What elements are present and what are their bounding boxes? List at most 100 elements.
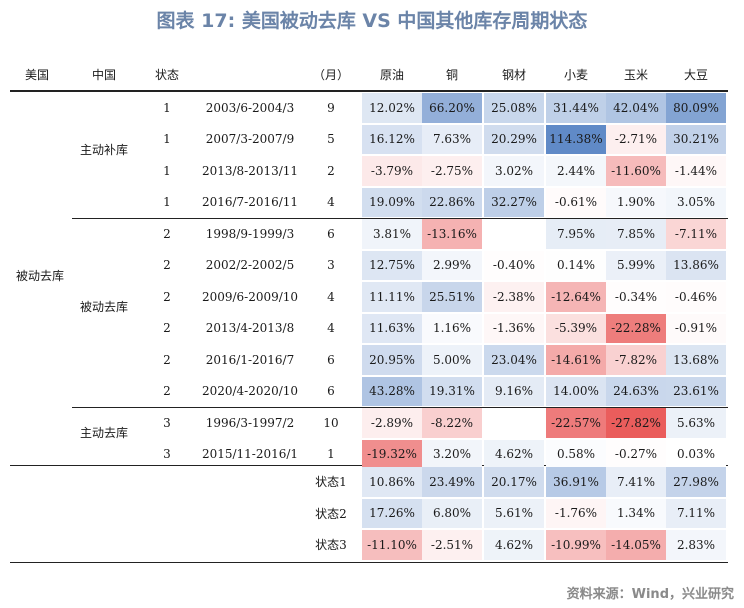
header-commodity: 原油 [379, 67, 404, 82]
group-divider [72, 218, 728, 219]
heatmap-cell: 1.16% [422, 313, 482, 343]
heatmap-cell: 3.02% [484, 156, 544, 186]
heatmap-cell: 20.29% [484, 124, 544, 154]
group-label-cn: 被动去库 [79, 300, 128, 315]
row-period: 2003/6-2004/3 [205, 100, 295, 115]
heatmap-cell: 5.00% [422, 345, 482, 375]
summary-label: 状态3 [315, 538, 347, 553]
heatmap-cell: 5.63% [666, 408, 726, 438]
heatmap-cell: 24.63% [606, 376, 666, 406]
heatmap-cell: -27.82% [606, 408, 666, 438]
summary-cell: -10.99% [546, 530, 606, 560]
heatmap-cell: 22.86% [422, 187, 482, 217]
heatmap-cell: 3.20% [422, 439, 482, 469]
row-months: 6 [327, 384, 335, 399]
row-state: 2 [163, 289, 171, 304]
heatmap-cell: -22.28% [606, 313, 666, 343]
heatmap-cell: 30.21% [666, 124, 726, 154]
heatmap-cell [484, 408, 544, 438]
heatmap-cell: 66.20% [422, 93, 482, 123]
heatmap-cell: 11.11% [362, 282, 422, 312]
header-commodity: 玉米 [623, 67, 648, 82]
summary-cell: -1.76% [546, 498, 606, 528]
row-months: 10 [323, 415, 339, 430]
row-state: 2 [163, 258, 171, 273]
summary-cell: 27.98% [666, 467, 726, 497]
row-period: 1998/9-1999/3 [205, 226, 295, 241]
row-period: 1996/3-1997/2 [205, 415, 295, 430]
heatmap-cell [484, 219, 544, 249]
heatmap-cell: 42.04% [606, 93, 666, 123]
heatmap-cell: 43.28% [362, 376, 422, 406]
heatmap-cell: 11.63% [362, 313, 422, 343]
heatmap-cell: -13.16% [422, 219, 482, 249]
row-period: 2009/6-2009/10 [201, 289, 299, 304]
heatmap-cell: 32.27% [484, 187, 544, 217]
summary-cell: -14.05% [606, 530, 666, 560]
row-period: 2002/2-2002/5 [205, 258, 295, 273]
heatmap-cell: -3.79% [362, 156, 422, 186]
row-state: 1 [163, 195, 171, 210]
row-state: 1 [163, 132, 171, 147]
row-state: 2 [163, 384, 171, 399]
row-period: 2013/8-2013/11 [201, 163, 299, 178]
row-state: 2 [163, 352, 171, 367]
summary-cell: 4.62% [484, 530, 544, 560]
summary-cell: 6.80% [422, 498, 482, 528]
header-commodity: 大豆 [683, 67, 708, 82]
heatmap-cell: 13.86% [666, 250, 726, 280]
summary-cell: 20.17% [484, 467, 544, 497]
heatmap-cell: -19.32% [362, 439, 422, 469]
row-months: 4 [327, 289, 335, 304]
heatmap-cell: 12.02% [362, 93, 422, 123]
bottom-border [10, 562, 728, 564]
heatmap-cell: -5.39% [546, 313, 606, 343]
row-period: 2013/4-2013/8 [205, 321, 295, 336]
heatmap-cell: 13.68% [666, 345, 726, 375]
row-period: 2016/1-2016/7 [205, 352, 295, 367]
heatmap-cell: 7.95% [546, 219, 606, 249]
heatmap-cell: 14.00% [546, 376, 606, 406]
heatmap-cell: 25.51% [422, 282, 482, 312]
summary-cell: 23.49% [422, 467, 482, 497]
row-months: 3 [327, 258, 335, 273]
heatmap-cell: -0.27% [606, 439, 666, 469]
group-label-us: 被动去库 [15, 268, 64, 283]
row-months: 9 [327, 100, 335, 115]
header-months: （月） [312, 67, 349, 82]
row-months: 6 [327, 226, 335, 241]
row-period: 2020/4-2020/10 [201, 384, 299, 399]
heatmap-cell: 3.05% [666, 187, 726, 217]
heatmap-cell: -1.36% [484, 313, 544, 343]
row-months: 4 [327, 195, 335, 210]
heatmap-cell: 0.58% [546, 439, 606, 469]
row-state: 2 [163, 226, 171, 241]
summary-cell: -11.10% [362, 530, 422, 560]
heatmap-cell: 12.75% [362, 250, 422, 280]
heatmap-cell: -2.89% [362, 408, 422, 438]
summary-cell: 1.34% [606, 498, 666, 528]
heatmap-cell: -0.91% [666, 313, 726, 343]
heatmap-cell: 25.08% [484, 93, 544, 123]
summary-cell: -2.51% [422, 530, 482, 560]
source-note: 资料来源：Wind，兴业研究 [566, 587, 734, 602]
heatmap-cell: 2.44% [546, 156, 606, 186]
heatmap-cell: 7.85% [606, 219, 666, 249]
header-commodity: 铜 [445, 67, 458, 82]
heatmap-cell: -8.22% [422, 408, 482, 438]
heatmap-cell: 80.09% [666, 93, 726, 123]
summary-cell: 5.61% [484, 498, 544, 528]
header-cn: 中国 [91, 67, 116, 82]
heatmap-cell: 1.90% [606, 187, 666, 217]
header-state: 状态 [154, 67, 179, 82]
header-commodity: 钢材 [501, 67, 526, 82]
heatmap-cell: -7.11% [666, 219, 726, 249]
heatmap-cell: 5.99% [606, 250, 666, 280]
row-state: 3 [163, 415, 171, 430]
heatmap-cell: -0.61% [546, 187, 606, 217]
row-period: 2015/11-2016/1 [201, 447, 299, 462]
header-divider [10, 90, 728, 92]
chart-title: 图表 17: 美国被动去库 VS 中国其他库存周期状态 [156, 10, 588, 32]
row-months: 5 [327, 132, 335, 147]
heatmap-cell: 2.99% [422, 250, 482, 280]
